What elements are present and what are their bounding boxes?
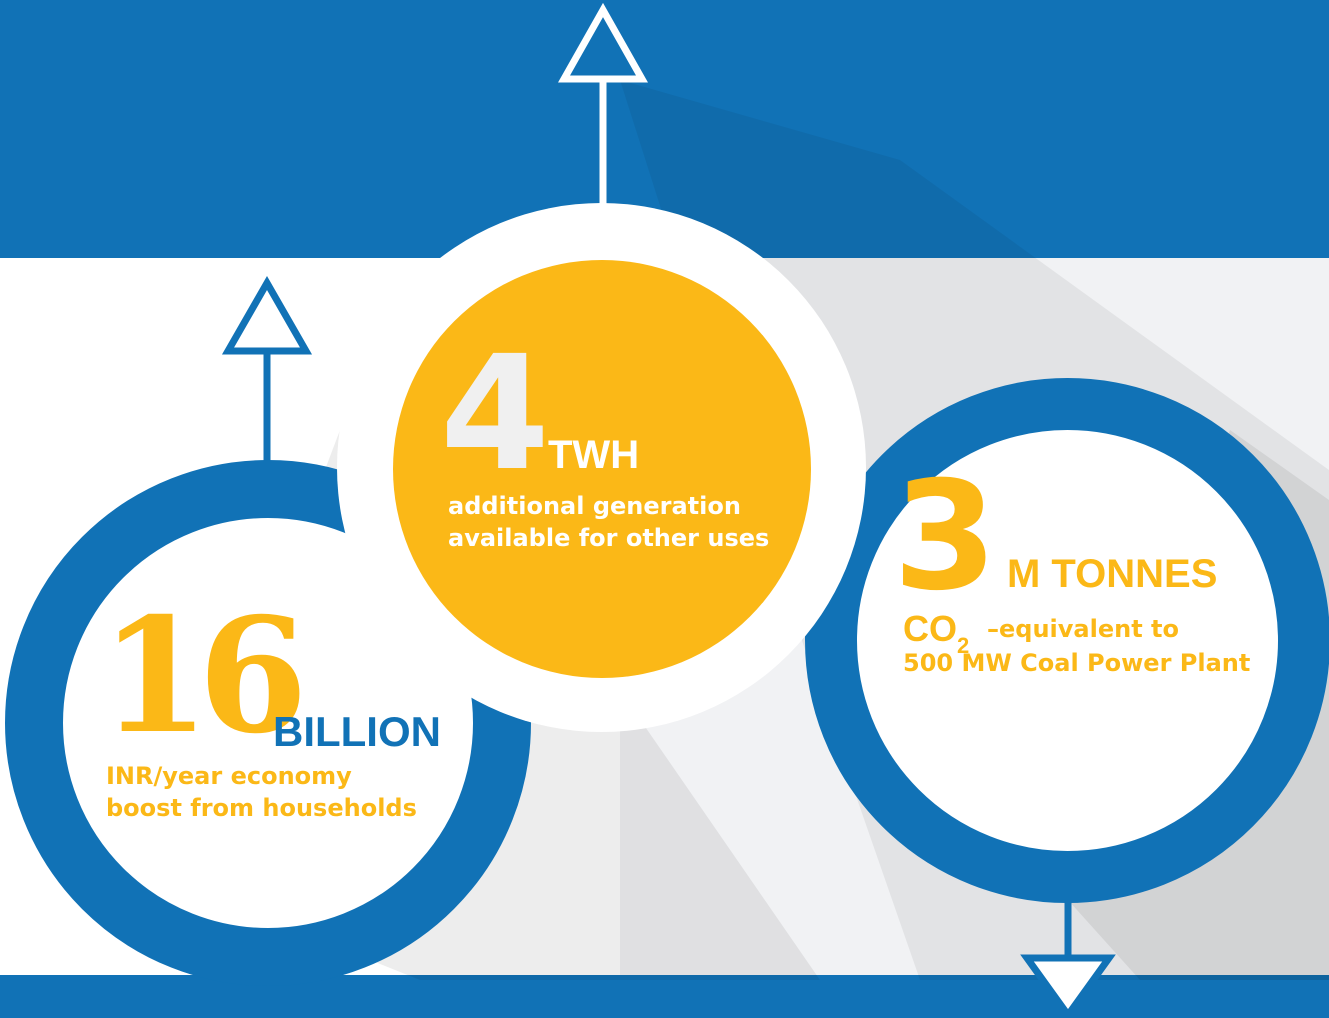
households-number: 16	[100, 584, 308, 769]
arrow-up-icon	[221, 275, 313, 466]
bottom-band	[0, 975, 1329, 1018]
households-description-line2: boost from households	[106, 794, 417, 822]
households-description: INR/year economy boost from households	[106, 760, 417, 824]
generation-unit: TWH	[548, 433, 640, 477]
households-unit: BILLION	[273, 708, 441, 755]
generation-number: 4	[440, 322, 550, 506]
co2-main: CO	[903, 608, 957, 649]
generation-inner-circle	[393, 260, 811, 678]
emissions-description-line1: –equivalent to	[987, 615, 1179, 643]
emissions-description-line2: 500 MW Coal Power Plant	[903, 649, 1251, 677]
emissions-number: 3	[893, 450, 998, 624]
co2-label: CO2	[903, 608, 969, 658]
households-description-line1: INR/year economy	[106, 762, 352, 790]
emissions-unit: M TONNES	[1007, 552, 1218, 596]
generation-description-line1: additional generation	[448, 492, 741, 520]
arrow-up-icon	[558, 2, 648, 205]
co2-subscript: 2	[957, 633, 970, 658]
generation-description: additional generation available for othe…	[448, 490, 769, 554]
generation-description-line2: available for other uses	[448, 524, 770, 552]
